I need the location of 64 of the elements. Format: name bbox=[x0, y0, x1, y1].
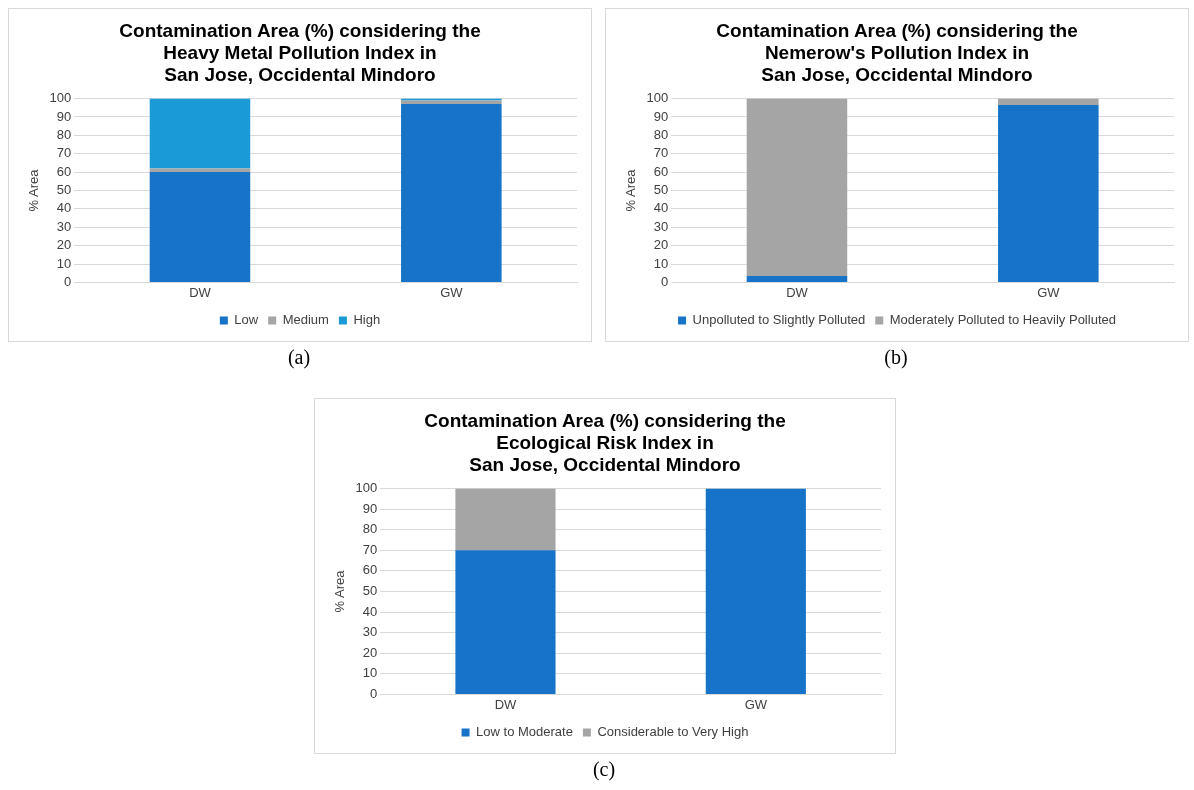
y-tick-label: 40 bbox=[56, 200, 72, 216]
legend-label: High bbox=[353, 312, 381, 328]
legend-label: Medium bbox=[282, 312, 329, 328]
y-axis-title: % Area bbox=[623, 168, 639, 212]
bar bbox=[149, 172, 251, 282]
legend-label: Considerable to Very High bbox=[597, 724, 749, 740]
y-tick-label: 100 bbox=[49, 90, 72, 106]
y-tick-label: 70 bbox=[362, 541, 378, 557]
y-tick-label: 50 bbox=[653, 182, 669, 198]
bar bbox=[149, 168, 251, 173]
y-tick-label: 30 bbox=[362, 624, 378, 640]
x-tick-label: DW bbox=[494, 696, 518, 712]
legend-label: Low bbox=[234, 312, 259, 328]
chart-title: Contamination Area (%) considering the Nemerow's Pollution Index in San Jose, Occidental Mindoro bbox=[716, 20, 1078, 85]
y-tick-label: 60 bbox=[653, 163, 669, 179]
y-tick-label: 20 bbox=[56, 237, 72, 253]
y-tick-label: 60 bbox=[56, 163, 72, 179]
y-tick-label: 80 bbox=[362, 521, 378, 537]
x-tick-label: DW bbox=[189, 284, 212, 300]
y-tick-label: 90 bbox=[362, 500, 378, 516]
bar bbox=[998, 98, 1099, 105]
y-tick-label: 20 bbox=[362, 644, 378, 660]
y-tick-label: 30 bbox=[56, 218, 72, 234]
bar bbox=[998, 104, 1099, 282]
y-axis-title: % Area bbox=[26, 168, 42, 212]
legend-label: Low to Moderate bbox=[476, 724, 573, 740]
y-tick-label: 70 bbox=[653, 145, 669, 161]
y-axis-title: % Area bbox=[332, 569, 348, 613]
y-tick-label: 0 bbox=[64, 273, 72, 289]
legend-label: Unpolluted to Slightly Polluted bbox=[692, 312, 866, 328]
y-tick-label: 10 bbox=[653, 255, 669, 271]
y-tick-label: 90 bbox=[653, 108, 669, 124]
text: (b) bbox=[883, 346, 909, 369]
y-tick-label: 80 bbox=[653, 126, 669, 142]
y-tick-label: 0 bbox=[661, 273, 669, 289]
legend-label: Moderately Polluted to Heavily Polluted bbox=[889, 312, 1116, 328]
chart-title: Contamination Area (%) considering the Heavy Metal Pollution Index in San Jose, Occidental Mindoro bbox=[119, 20, 481, 85]
y-tick-label: 50 bbox=[56, 182, 72, 198]
x-tick-label: GW bbox=[440, 284, 464, 300]
y-tick-label: 0 bbox=[370, 685, 378, 701]
y-tick-label: 30 bbox=[653, 218, 669, 234]
bar bbox=[401, 104, 502, 282]
y-tick-label: 10 bbox=[56, 255, 72, 271]
y-tick-label: 10 bbox=[362, 665, 378, 681]
y-tick-label: 60 bbox=[362, 562, 378, 578]
x-tick-label: GW bbox=[744, 696, 768, 712]
y-tick-label: 80 bbox=[56, 126, 72, 142]
y-tick-label: 50 bbox=[362, 583, 378, 599]
x-tick-label: DW bbox=[786, 284, 809, 300]
bar bbox=[401, 100, 502, 105]
chart-title: Contamination Area (%) considering the Ecological Risk Index in San Jose, Occidental Mindoro bbox=[424, 410, 786, 475]
y-tick-label: 90 bbox=[56, 108, 72, 124]
bar bbox=[149, 98, 251, 169]
bar bbox=[746, 98, 848, 276]
x-tick-label: GW bbox=[1037, 284, 1061, 300]
y-tick-label: 70 bbox=[56, 145, 72, 161]
y-tick-label: 20 bbox=[653, 237, 669, 253]
y-tick-label: 100 bbox=[646, 90, 669, 106]
text: (a) bbox=[286, 346, 312, 369]
y-tick-label: 100 bbox=[355, 480, 378, 496]
text: (c) bbox=[591, 758, 617, 781]
y-tick-label: 40 bbox=[653, 200, 669, 216]
bar bbox=[746, 275, 848, 282]
y-tick-label: 40 bbox=[362, 603, 378, 619]
